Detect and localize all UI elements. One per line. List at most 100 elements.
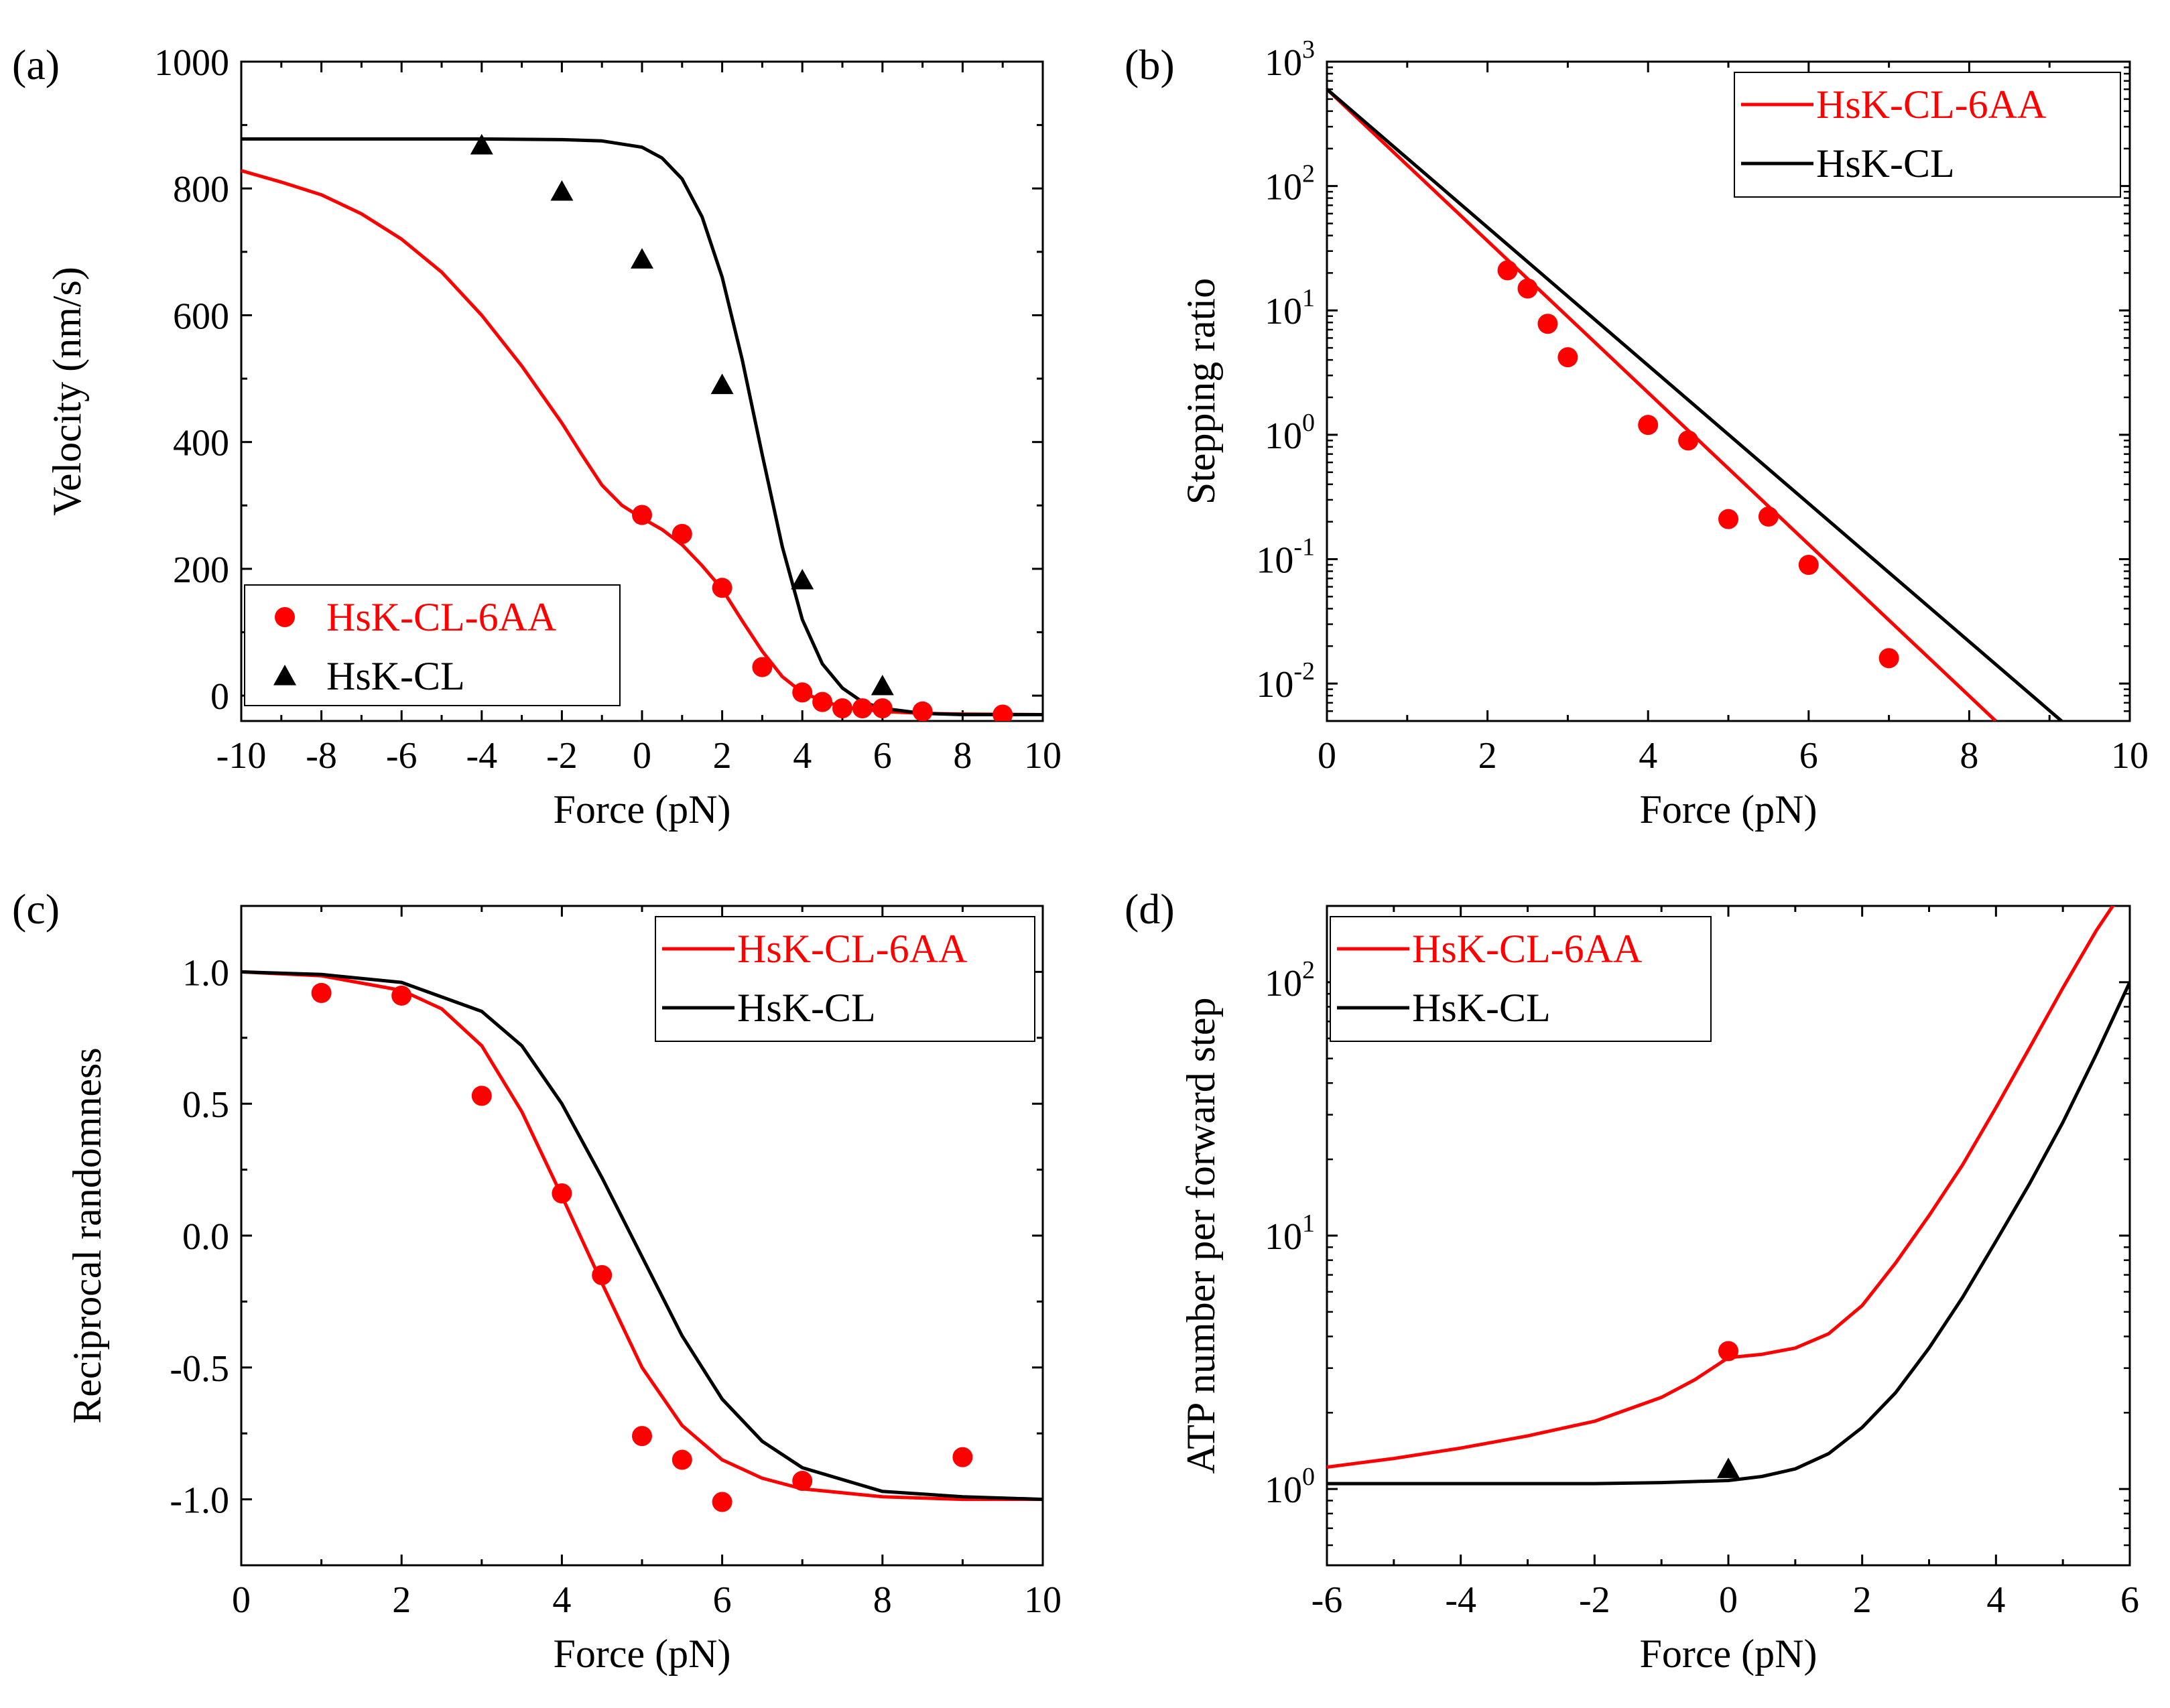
x-tick-label: 6: [873, 735, 892, 777]
data-point-hsk-cl-6aa: [712, 1492, 732, 1512]
chart-panel-4: -6 -4 -2 0 2 4 6 100 101 102 Force (pN) ATP number …: [1125, 885, 2139, 1676]
legend: HsK-CL-6AA HsK-CL: [244, 584, 621, 706]
legend-label: HsK-CL: [737, 986, 876, 1030]
data-point-hsk-cl-6aa: [1878, 648, 1899, 669]
x-tick-label: 8: [1960, 735, 1978, 777]
data-point-hsk-cl: [871, 674, 894, 696]
data-point-hsk-cl: [631, 248, 653, 269]
x-tick-label: -6: [386, 735, 418, 777]
data-point-hsk-cl-6aa: [993, 704, 1013, 721]
data-point-hsk-cl-6aa: [1798, 554, 1819, 575]
data-point-hsk-cl: [1717, 1457, 1740, 1478]
x-tick-label: 0: [1318, 735, 1336, 777]
data-point-hsk-cl-6aa: [672, 523, 692, 544]
y-tick-label: 0.5: [182, 1084, 229, 1126]
y-tick-label: 200: [173, 549, 229, 591]
panel-letter: (d): [1125, 885, 1175, 933]
data-point-hsk-cl-6aa: [1638, 415, 1659, 436]
y-tick-label: 0.0: [182, 1216, 229, 1258]
legend-label: HsK-CL-6AA: [1412, 927, 1642, 971]
series-line-hsk-cl: [1327, 981, 2130, 1486]
y-tick-label: 600: [173, 295, 229, 337]
y-tick-label: 0: [210, 676, 229, 718]
panel-letter: (c): [12, 885, 60, 933]
plot-area: [241, 133, 1043, 721]
legend: HsK-CL-6AA HsK-CL: [1734, 72, 2121, 198]
data-point-hsk-cl-6aa: [872, 698, 893, 719]
data-point-hsk-cl-6aa: [792, 682, 813, 703]
y-tick-label: 1000: [154, 42, 229, 84]
y-tick-label: 100: [1265, 1463, 1315, 1511]
data-point-hsk-cl-6aa: [1517, 278, 1538, 299]
y-tick-label: 800: [173, 169, 229, 210]
y-tick-label: 1.0: [182, 952, 229, 994]
x-tick-label: 0: [1719, 1579, 1738, 1621]
x-tick-label: 2: [713, 735, 732, 777]
legend-label: HsK-CL-6AA: [326, 595, 556, 639]
series-line-hsk-cl-6aa: [241, 970, 1043, 1502]
y-tick-label: 100: [1265, 409, 1315, 457]
plot-area: [241, 970, 1043, 1512]
data-point-hsk-cl-6aa: [1678, 430, 1699, 451]
x-tick-label: 8: [873, 1579, 892, 1621]
data-point-hsk-cl-6aa: [832, 698, 852, 719]
data-point-hsk-cl-6aa: [391, 985, 412, 1006]
data-point-hsk-cl-6aa: [1557, 347, 1578, 368]
x-tick-label: 10: [2111, 735, 2149, 777]
data-point-hsk-cl: [710, 373, 734, 395]
x-axis-label: Force (pN): [1640, 787, 1817, 832]
x-tick-label: -6: [1312, 1579, 1343, 1621]
data-point-hsk-cl-6aa: [632, 1426, 652, 1447]
legend-label: HsK-CL: [1816, 141, 1955, 186]
legend: HsK-CL-6AA HsK-CL: [1330, 916, 1712, 1042]
x-tick-label: -2: [1579, 1579, 1610, 1621]
x-tick-label: 4: [1639, 735, 1657, 777]
y-axis-label: Stepping ratio: [1179, 278, 1223, 505]
data-point-hsk-cl-6aa: [952, 1447, 973, 1467]
series-line-hsk-cl-6aa: [1327, 88, 1997, 721]
y-tick-label: -1.0: [170, 1480, 229, 1522]
legend-label: HsK-CL: [1412, 986, 1551, 1030]
x-tick-label: 2: [392, 1579, 411, 1621]
x-tick-label: 4: [1986, 1579, 2005, 1621]
y-axis-label: Velocity (nm/s): [45, 267, 89, 516]
x-tick-label: 4: [793, 735, 812, 777]
legend-label: HsK-CL-6AA: [737, 927, 967, 971]
x-axis-label: Force (pN): [1640, 1632, 1817, 1676]
y-axis-label: Reciprocal randomness: [65, 1047, 109, 1423]
y-tick-label: 101: [1265, 284, 1315, 332]
legend-box: [244, 584, 621, 706]
panel-letter: (a): [12, 41, 60, 88]
y-tick-label: 102: [1265, 956, 1315, 1004]
data-point-hsk-cl-6aa: [1537, 314, 1558, 334]
legend-box: [1734, 72, 2121, 198]
y-tick-label: -0.5: [170, 1348, 229, 1390]
series-line-hsk-cl-6aa: [1327, 906, 2115, 1469]
y-tick-label: 103: [1265, 36, 1315, 84]
y-tick-label: 10-2: [1256, 657, 1315, 706]
x-tick-label: -10: [216, 735, 267, 777]
legend: HsK-CL-6AA HsK-CL: [655, 916, 1035, 1042]
data-point-hsk-cl-6aa: [792, 1471, 813, 1492]
data-point-hsk-cl: [550, 180, 574, 201]
x-tick-label: 2: [1853, 1579, 1872, 1621]
legend-marker: [273, 665, 296, 685]
panel-letter: (b): [1125, 41, 1175, 88]
data-point-hsk-cl-6aa: [852, 698, 873, 719]
y-tick-label: 101: [1265, 1209, 1315, 1258]
x-tick-label: 0: [232, 1579, 251, 1621]
data-point-hsk-cl-6aa: [672, 1449, 692, 1470]
data-point-hsk-cl-6aa: [471, 1086, 492, 1106]
x-tick-label: -8: [306, 735, 337, 777]
data-point-hsk-cl-6aa: [1758, 506, 1779, 527]
data-point-hsk-cl-6aa: [1718, 1341, 1738, 1362]
data-point-hsk-cl-6aa: [592, 1265, 613, 1286]
plot-area: [1327, 906, 2130, 1486]
data-point-hsk-cl: [470, 133, 493, 155]
x-tick-label: 6: [1799, 735, 1818, 777]
series-line-hsk-cl: [241, 970, 1043, 1502]
y-tick-label: 400: [173, 423, 229, 464]
y-axis-label: ATP number per forward step: [1179, 998, 1223, 1474]
data-point-hsk-cl-6aa: [1718, 509, 1738, 529]
x-axis-label: Force (pN): [554, 1632, 731, 1676]
